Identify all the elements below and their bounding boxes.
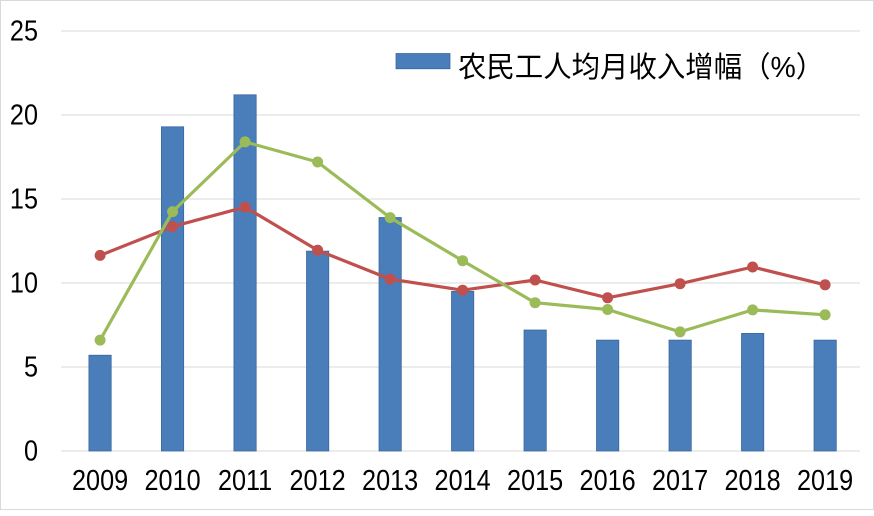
svg-text:25: 25 [10,14,38,47]
svg-text:农民工人均月收入增幅（%）: 农民工人均月收入增幅（%） [458,52,824,84]
svg-text:2015: 2015 [507,463,563,496]
svg-text:0: 0 [24,434,38,467]
svg-text:2016: 2016 [580,463,636,496]
svg-text:2009: 2009 [72,463,128,496]
svg-text:2012: 2012 [290,463,346,496]
svg-text:20: 20 [10,98,38,131]
svg-text:2017: 2017 [652,463,708,496]
svg-text:2011: 2011 [218,463,272,496]
svg-text:2019: 2019 [797,463,853,496]
svg-text:2014: 2014 [435,463,491,496]
svg-text:2010: 2010 [145,463,201,496]
svg-text:15: 15 [10,182,38,215]
svg-text:2013: 2013 [362,463,418,496]
svg-text:10: 10 [10,266,38,299]
svg-text:5: 5 [24,350,38,383]
svg-text:2018: 2018 [725,463,781,496]
